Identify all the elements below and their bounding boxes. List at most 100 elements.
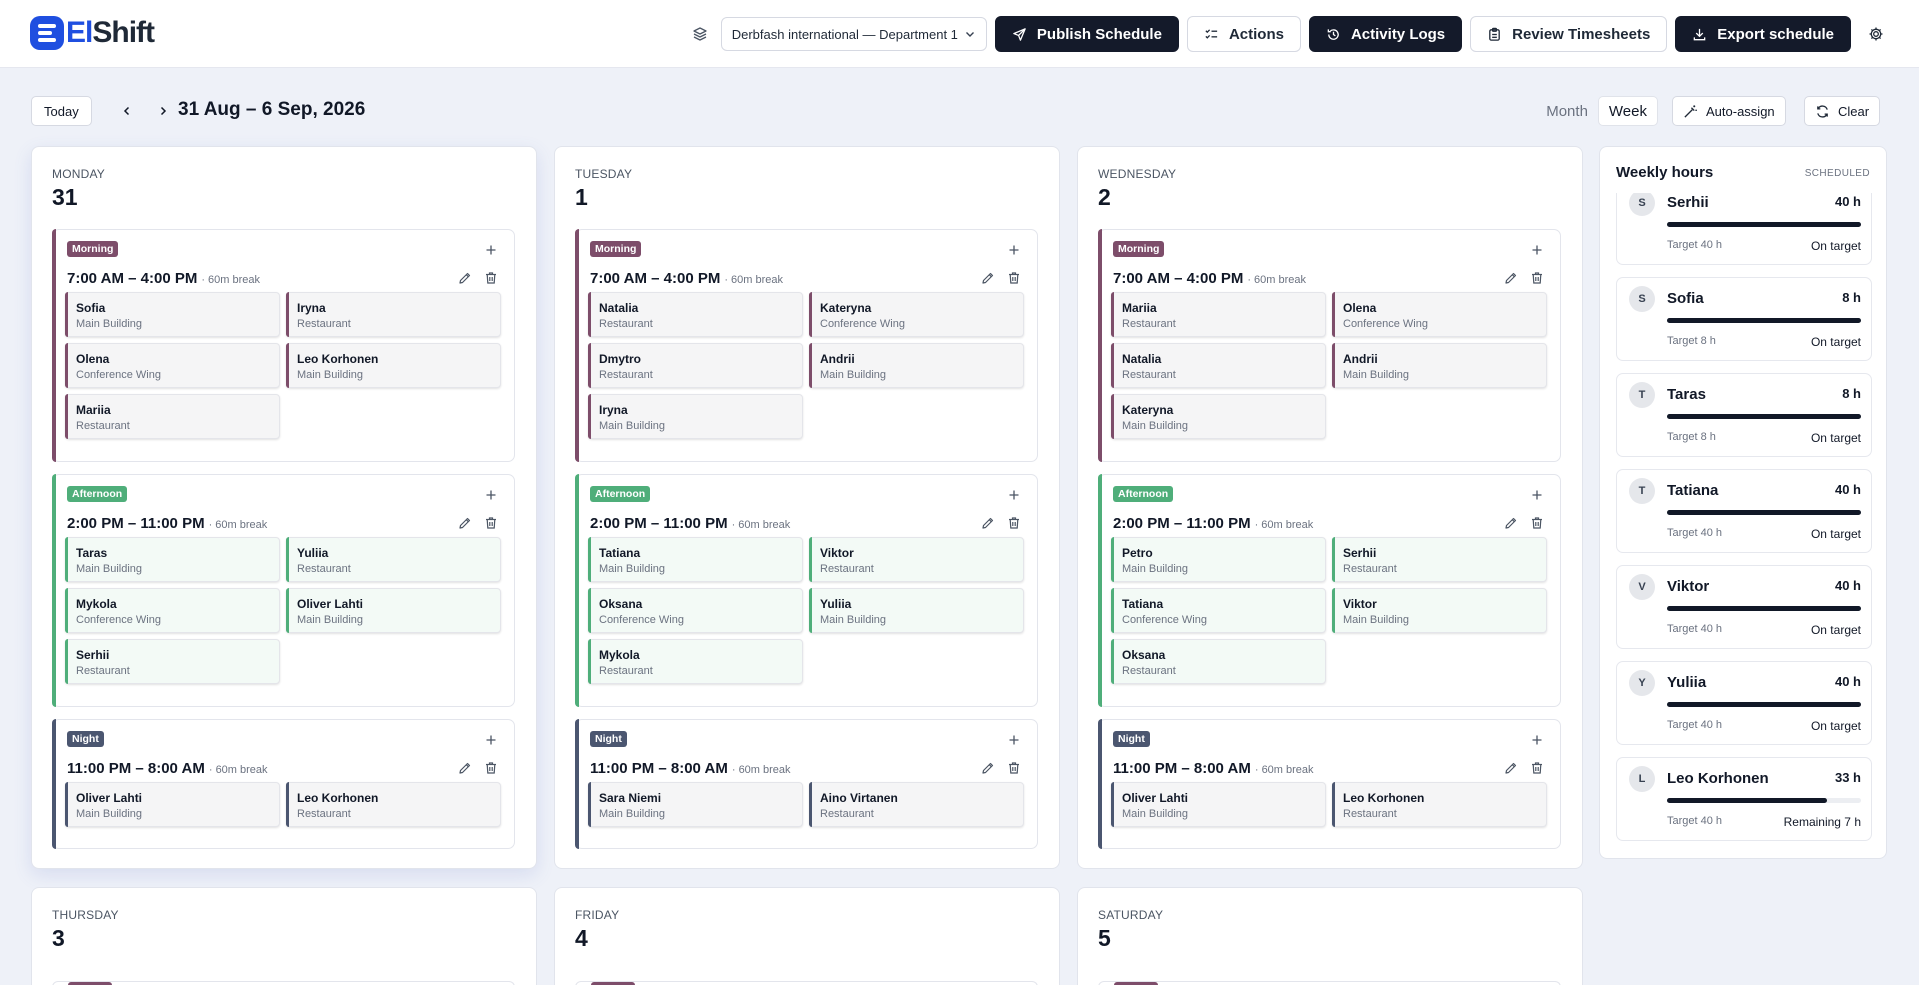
- employee-chip[interactable]: Serhii Restaurant: [1332, 537, 1547, 582]
- delete-shift-trash-icon[interactable]: [1007, 761, 1021, 775]
- employee-chip[interactable]: Iryna Restaurant: [286, 292, 501, 337]
- next-week-chevron-right-icon[interactable]: [152, 100, 174, 122]
- delete-shift-trash-icon[interactable]: [484, 271, 498, 285]
- employee-chip[interactable]: Oksana Conference Wing: [588, 588, 803, 633]
- employee-chip[interactable]: Oliver Lahti Main Building: [1111, 782, 1326, 827]
- employee-chip[interactable]: Mykola Conference Wing: [65, 588, 280, 633]
- delete-shift-trash-icon[interactable]: [1007, 516, 1021, 530]
- employee-chip[interactable]: Taras Main Building: [65, 537, 280, 582]
- employee-chip[interactable]: Iryna Main Building: [588, 394, 803, 439]
- shift-block-morning: Morning 7:00 AM – 4:00 PM · 60m break Sofia…: [52, 229, 515, 462]
- today-button[interactable]: Today: [31, 96, 92, 126]
- add-employee-plus-icon[interactable]: [484, 733, 498, 747]
- publish-schedule-button[interactable]: Publish Schedule: [994, 16, 1179, 52]
- add-employee-plus-icon[interactable]: [1007, 488, 1021, 502]
- employee-chip[interactable]: Leo Korhonen Restaurant: [286, 782, 501, 827]
- employee-chip[interactable]: Oliver Lahti Main Building: [286, 588, 501, 633]
- add-employee-plus-icon[interactable]: [1530, 488, 1544, 502]
- employee-chip[interactable]: Tatiana Main Building: [588, 537, 803, 582]
- employee-chip[interactable]: Viktor Main Building: [1332, 588, 1547, 633]
- employee-chip[interactable]: Tatiana Conference Wing: [1111, 588, 1326, 633]
- activity-logs-button[interactable]: Activity Logs: [1308, 16, 1463, 52]
- employee-chip[interactable]: Oksana Restaurant: [1111, 639, 1326, 684]
- edit-shift-pencil-icon[interactable]: [1504, 516, 1518, 530]
- weekly-hours-list[interactable]: S Serhii 40 h Target 40 h On target S Sofia 8 h…: [1600, 193, 1886, 843]
- hours-progress-track: [1667, 222, 1861, 227]
- weekly-hours-item[interactable]: Y Yuliia 40 h Target 40 h On target: [1616, 661, 1872, 745]
- delete-shift-trash-icon[interactable]: [484, 761, 498, 775]
- clear-button[interactable]: Clear: [1804, 96, 1881, 126]
- employee-chip[interactable]: Aino Virtanen Restaurant: [809, 782, 1024, 827]
- employee-name: Tatiana: [599, 546, 641, 560]
- export-schedule-button[interactable]: Export schedule: [1675, 16, 1851, 52]
- employee-chip[interactable]: Natalia Restaurant: [588, 292, 803, 337]
- weekly-hours-item[interactable]: T Tatiana 40 h Target 40 h On target: [1616, 469, 1872, 553]
- employee-chip[interactable]: Petro Main Building: [1111, 537, 1326, 582]
- employee-chip[interactable]: Mykola Restaurant: [588, 639, 803, 684]
- app-logo[interactable]: ElShift: [30, 16, 155, 50]
- delete-shift-trash-icon[interactable]: [1530, 761, 1544, 775]
- add-employee-plus-icon[interactable]: [1530, 733, 1544, 747]
- add-employee-plus-icon[interactable]: [1007, 733, 1021, 747]
- employee-chip[interactable]: Natalia Restaurant: [1111, 343, 1326, 388]
- list-check-icon: [1204, 27, 1219, 42]
- shift-block-night: Night 11:00 PM – 8:00 AM · 60m break Sara N…: [575, 719, 1038, 849]
- review-timesheets-button[interactable]: Review Timesheets: [1470, 16, 1668, 52]
- employee-chip[interactable]: Leo Korhonen Main Building: [286, 343, 501, 388]
- employee-chip[interactable]: Serhii Restaurant: [65, 639, 280, 684]
- hours-status: Remaining 7 h: [1783, 815, 1861, 829]
- weekly-hours-item[interactable]: L Leo Korhonen 33 h Target 40 h Remaining 7 …: [1616, 757, 1872, 841]
- edit-shift-pencil-icon[interactable]: [458, 516, 472, 530]
- employee-chip[interactable]: Mariia Restaurant: [65, 394, 280, 439]
- employee-chip[interactable]: Sofia Main Building: [65, 292, 280, 337]
- edit-shift-pencil-icon[interactable]: [1504, 761, 1518, 775]
- actions-button[interactable]: Actions: [1186, 16, 1301, 52]
- employee-chip[interactable]: Andrii Main Building: [1332, 343, 1547, 388]
- employee-chip[interactable]: Kateryna Main Building: [1111, 394, 1326, 439]
- employee-chip[interactable]: Yuliia Main Building: [809, 588, 1024, 633]
- settings-gear-icon[interactable]: [1863, 21, 1889, 47]
- add-employee-plus-icon[interactable]: [484, 243, 498, 257]
- employee-chip[interactable]: Dmytro Restaurant: [588, 343, 803, 388]
- employee-chip[interactable]: Oliver Lahti Main Building: [65, 782, 280, 827]
- employee-chip[interactable]: Olena Conference Wing: [1332, 292, 1547, 337]
- view-week-tab[interactable]: Week: [1597, 96, 1658, 126]
- delete-shift-trash-icon[interactable]: [1530, 516, 1544, 530]
- edit-shift-pencil-icon[interactable]: [981, 516, 995, 530]
- add-employee-plus-icon[interactable]: [1530, 243, 1544, 257]
- add-employee-plus-icon[interactable]: [1007, 243, 1021, 257]
- weekly-hours-item[interactable]: V Viktor 40 h Target 40 h On target: [1616, 565, 1872, 649]
- employee-name: Leo Korhonen: [1667, 770, 1769, 787]
- employee-chip[interactable]: Mariia Restaurant: [1111, 292, 1326, 337]
- employee-chip[interactable]: Andrii Main Building: [809, 343, 1024, 388]
- employee-name: Iryna: [599, 403, 628, 417]
- delete-shift-trash-icon[interactable]: [1530, 271, 1544, 285]
- employee-chip[interactable]: Kateryna Conference Wing: [809, 292, 1024, 337]
- employee-name: Andrii: [1343, 352, 1378, 366]
- department-select[interactable]: Derbfash international — Department 1: [720, 17, 987, 51]
- employee-location: Restaurant: [297, 563, 351, 575]
- edit-shift-pencil-icon[interactable]: [458, 761, 472, 775]
- edit-shift-pencil-icon[interactable]: [1504, 271, 1518, 285]
- add-employee-plus-icon[interactable]: [484, 488, 498, 502]
- employee-chip[interactable]: Olena Conference Wing: [65, 343, 280, 388]
- shift-badge: Afternoon: [1113, 486, 1174, 502]
- edit-shift-pencil-icon[interactable]: [981, 271, 995, 285]
- edit-shift-pencil-icon[interactable]: [981, 761, 995, 775]
- employee-chip[interactable]: Sara Niemi Main Building: [588, 782, 803, 827]
- edit-shift-pencil-icon[interactable]: [458, 271, 472, 285]
- employee-chip[interactable]: Viktor Restaurant: [809, 537, 1024, 582]
- weekly-hours-item[interactable]: S Serhii 40 h Target 40 h On target: [1616, 193, 1872, 265]
- employee-chip[interactable]: Leo Korhonen Restaurant: [1332, 782, 1547, 827]
- employee-location: Main Building: [599, 420, 666, 432]
- delete-shift-trash-icon[interactable]: [484, 516, 498, 530]
- prev-week-chevron-left-icon[interactable]: [116, 100, 138, 122]
- weekly-hours-item[interactable]: S Sofia 8 h Target 8 h On target: [1616, 277, 1872, 361]
- weekly-hours-item[interactable]: T Taras 8 h Target 8 h On target: [1616, 373, 1872, 457]
- employee-location: Conference Wing: [1343, 318, 1428, 330]
- delete-shift-trash-icon[interactable]: [1007, 271, 1021, 285]
- view-month-tab[interactable]: Month: [1546, 102, 1588, 120]
- day-name: FRIDAY: [575, 908, 620, 922]
- employee-chip[interactable]: Yuliia Restaurant: [286, 537, 501, 582]
- auto-assign-button[interactable]: Auto-assign: [1672, 96, 1786, 126]
